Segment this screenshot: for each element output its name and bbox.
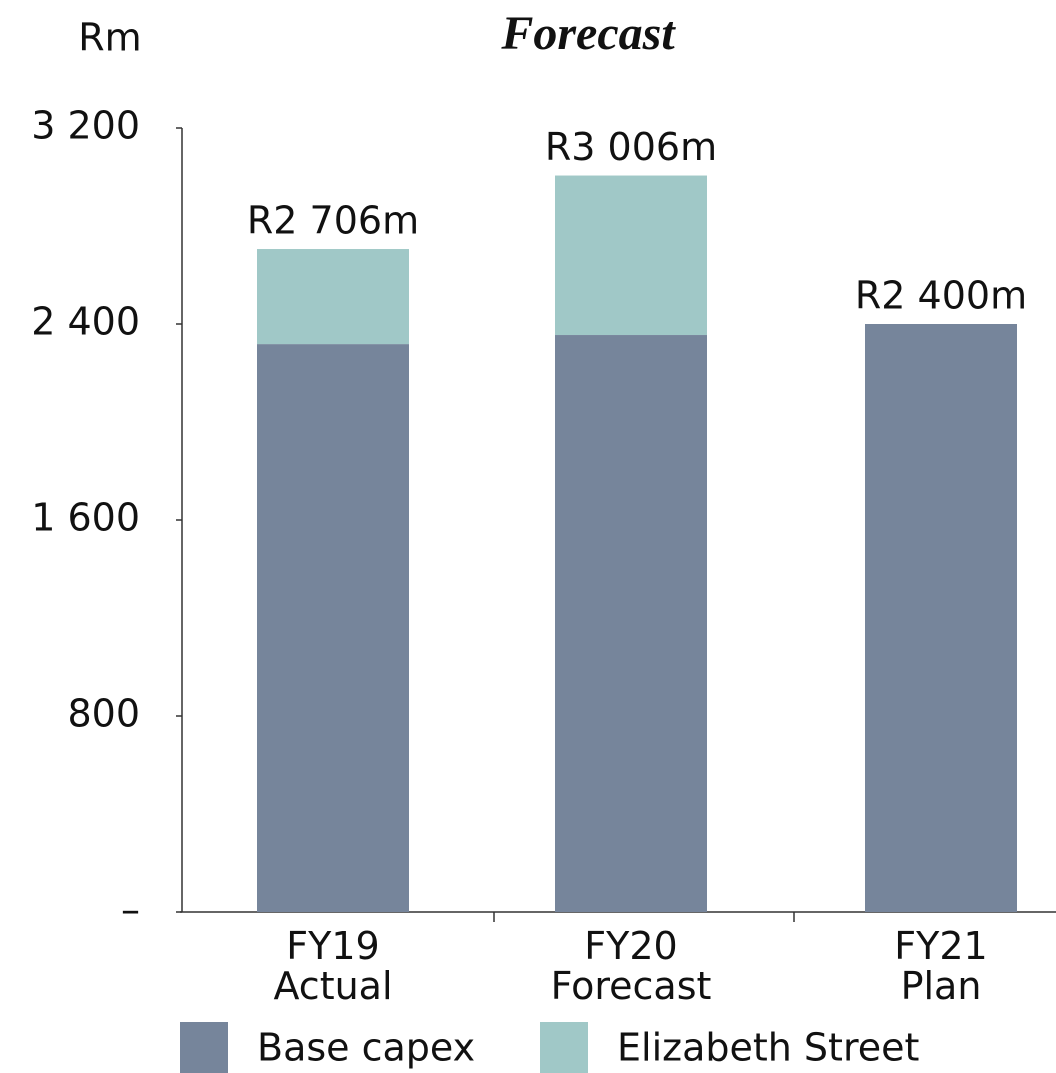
legend-swatch bbox=[180, 1022, 228, 1073]
y-tick-label: 3 200 bbox=[31, 104, 140, 148]
total-label: R2 706m bbox=[247, 199, 419, 243]
total-label: R3 006m bbox=[545, 125, 717, 169]
bar-segment bbox=[555, 335, 707, 912]
x-tick-line: Forecast bbox=[551, 964, 712, 1008]
total-label: R2 400m bbox=[855, 274, 1027, 318]
x-tick-label: FY19 Actual bbox=[273, 924, 392, 1008]
x-tick-line: FY19 bbox=[286, 924, 379, 968]
y-axis-label: Rm bbox=[78, 16, 141, 60]
x-tick-line: FY21 bbox=[894, 924, 987, 968]
y-tick-label: 2 400 bbox=[31, 300, 140, 344]
bar-segment bbox=[555, 175, 707, 336]
y-tick-label: – bbox=[121, 888, 140, 932]
x-tick-line: FY20 bbox=[584, 924, 677, 968]
legend-swatch bbox=[540, 1022, 588, 1073]
y-tick-label: 1 600 bbox=[31, 496, 140, 540]
chart-title: Forecast bbox=[500, 7, 676, 60]
bar-segment bbox=[257, 344, 409, 913]
x-tick-label: FY20 Forecast bbox=[551, 924, 712, 1008]
x-tick-line: Plan bbox=[901, 964, 982, 1008]
x-tick-line: Actual bbox=[273, 964, 392, 1008]
legend-label: Elizabeth Street bbox=[617, 1026, 919, 1070]
legend-label: Base capex bbox=[257, 1026, 475, 1070]
x-tick-label: FY21 Plan bbox=[894, 924, 987, 1008]
bar-segment bbox=[865, 324, 1017, 912]
y-tick-label: 800 bbox=[67, 692, 140, 736]
bar-segment bbox=[257, 249, 409, 345]
